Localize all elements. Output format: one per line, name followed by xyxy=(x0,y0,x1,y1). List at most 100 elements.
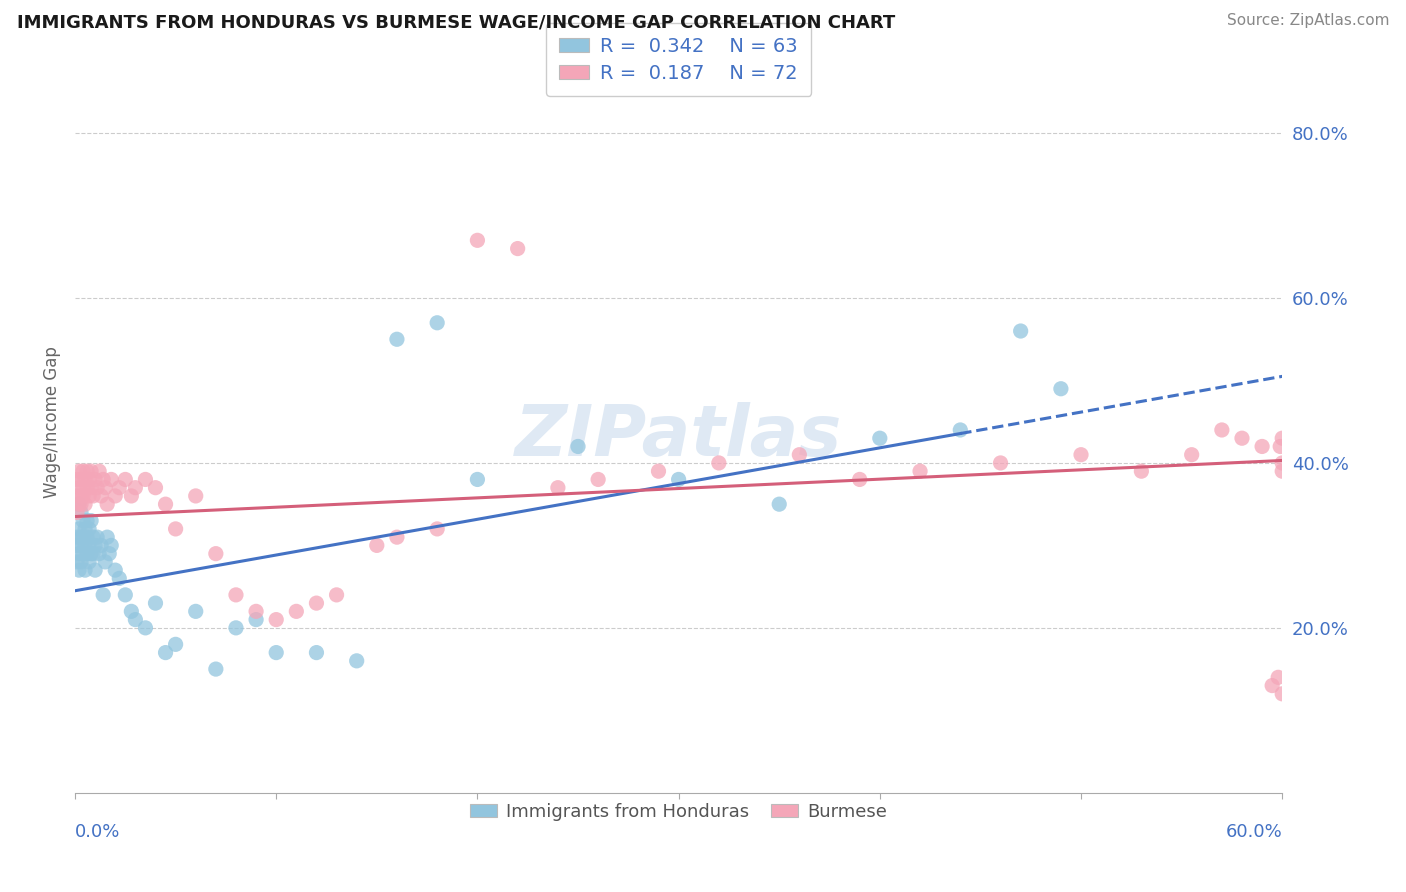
Point xyxy=(70,538,93,552)
Point xyxy=(84,538,107,552)
Point xyxy=(1271,431,1294,445)
Point xyxy=(165,522,187,536)
Text: IMMIGRANTS FROM HONDURAS VS BURMESE WAGE/INCOME GAP CORRELATION CHART: IMMIGRANTS FROM HONDURAS VS BURMESE WAGE… xyxy=(17,13,896,31)
Point xyxy=(70,530,93,544)
Point xyxy=(114,588,136,602)
Point xyxy=(76,464,98,478)
Point xyxy=(76,547,98,561)
Point xyxy=(264,613,287,627)
Point xyxy=(1251,440,1274,454)
Point xyxy=(155,497,177,511)
Point xyxy=(104,563,127,577)
Point xyxy=(66,530,89,544)
Point xyxy=(789,448,811,462)
Point xyxy=(104,489,127,503)
Point xyxy=(1261,679,1284,693)
Point xyxy=(145,596,167,610)
Point xyxy=(245,613,267,627)
Point xyxy=(114,472,136,486)
Point xyxy=(768,497,790,511)
Point xyxy=(305,646,328,660)
Point xyxy=(1267,670,1289,684)
Point xyxy=(66,538,89,552)
Point xyxy=(990,456,1012,470)
Point xyxy=(67,497,90,511)
Point xyxy=(586,472,609,486)
Point xyxy=(98,547,121,561)
Point xyxy=(346,654,368,668)
Point xyxy=(94,481,117,495)
Point xyxy=(567,440,589,454)
Point xyxy=(66,555,89,569)
Point xyxy=(91,588,114,602)
Point xyxy=(72,530,94,544)
Point xyxy=(70,472,93,486)
Point xyxy=(1010,324,1032,338)
Point xyxy=(77,472,100,486)
Text: 0.0%: 0.0% xyxy=(75,823,121,841)
Point xyxy=(77,555,100,569)
Point xyxy=(205,662,228,676)
Point xyxy=(285,604,308,618)
Legend: Immigrants from Honduras, Burmese: Immigrants from Honduras, Burmese xyxy=(463,796,894,829)
Point xyxy=(67,547,90,561)
Point xyxy=(1271,464,1294,478)
Point xyxy=(70,497,93,511)
Point xyxy=(124,481,146,495)
Point xyxy=(66,489,89,503)
Point xyxy=(120,604,142,618)
Point xyxy=(72,489,94,503)
Text: 60.0%: 60.0% xyxy=(1226,823,1282,841)
Point xyxy=(80,514,103,528)
Point xyxy=(184,489,207,503)
Point xyxy=(1130,464,1153,478)
Point xyxy=(547,481,569,495)
Point xyxy=(108,571,131,585)
Point xyxy=(96,497,118,511)
Point xyxy=(77,522,100,536)
Point xyxy=(225,621,247,635)
Point xyxy=(467,233,489,247)
Point xyxy=(385,332,408,346)
Point xyxy=(426,522,449,536)
Point xyxy=(1181,448,1204,462)
Point xyxy=(80,464,103,478)
Point xyxy=(264,646,287,660)
Point xyxy=(66,472,89,486)
Point xyxy=(124,613,146,627)
Point xyxy=(76,481,98,495)
Point xyxy=(89,464,111,478)
Point xyxy=(72,547,94,561)
Point xyxy=(165,637,187,651)
Point xyxy=(72,514,94,528)
Point xyxy=(647,464,669,478)
Point xyxy=(77,538,100,552)
Point xyxy=(75,563,97,577)
Point xyxy=(82,489,104,503)
Point xyxy=(908,464,931,478)
Point xyxy=(67,497,90,511)
Point xyxy=(325,588,347,602)
Point xyxy=(184,604,207,618)
Point xyxy=(84,563,107,577)
Point xyxy=(707,456,730,470)
Y-axis label: Wage/Income Gap: Wage/Income Gap xyxy=(44,346,60,498)
Point xyxy=(305,596,328,610)
Point xyxy=(155,646,177,660)
Point xyxy=(67,563,90,577)
Point xyxy=(70,555,93,569)
Point xyxy=(82,530,104,544)
Point xyxy=(72,464,94,478)
Point xyxy=(67,464,90,478)
Text: Source: ZipAtlas.com: Source: ZipAtlas.com xyxy=(1226,13,1389,29)
Point xyxy=(86,481,108,495)
Point xyxy=(120,489,142,503)
Point xyxy=(90,538,112,552)
Point xyxy=(426,316,449,330)
Point xyxy=(134,621,156,635)
Point xyxy=(80,547,103,561)
Point xyxy=(1230,431,1253,445)
Point xyxy=(506,242,529,256)
Point xyxy=(385,530,408,544)
Point xyxy=(82,547,104,561)
